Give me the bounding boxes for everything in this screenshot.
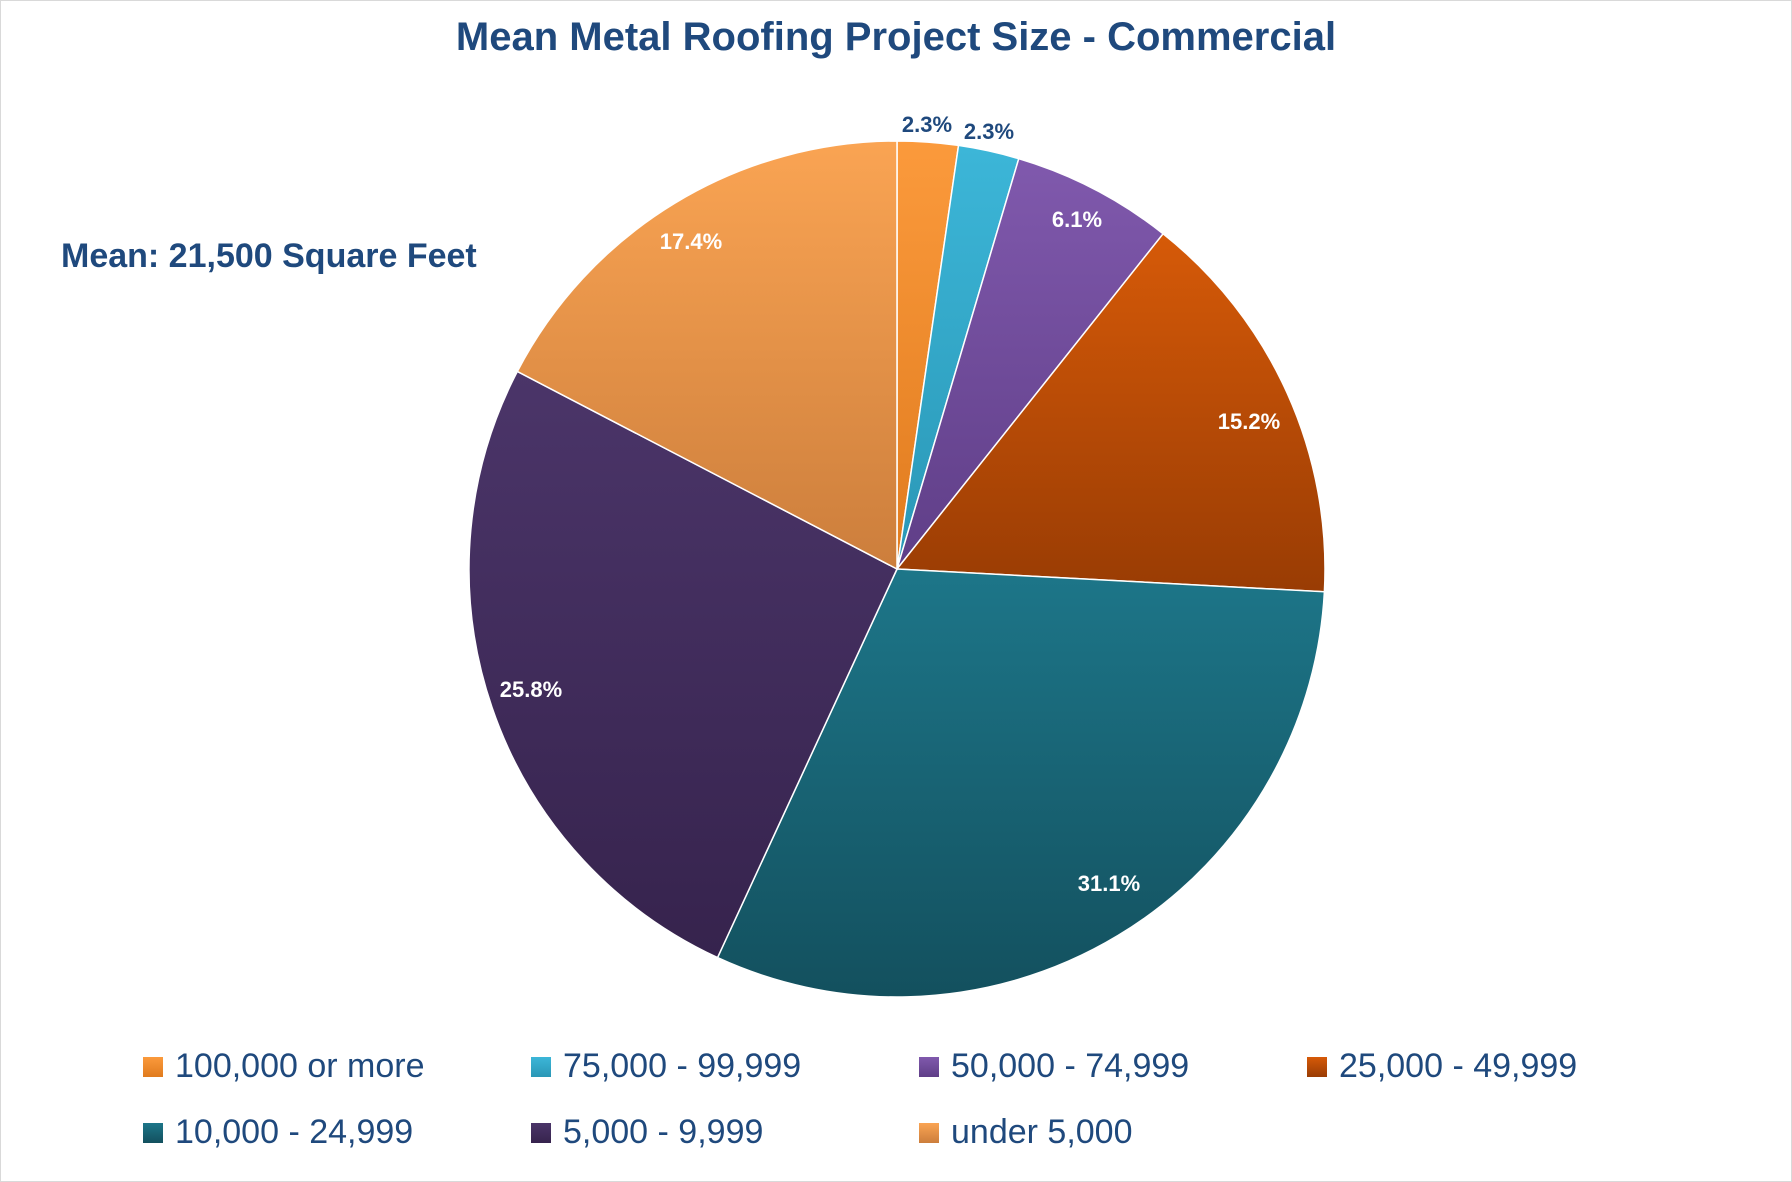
legend-item: 75,000 - 99,999	[531, 1047, 801, 1086]
legend-label: 50,000 - 74,999	[951, 1047, 1190, 1085]
pie-data-label: 2.3%	[964, 119, 1014, 144]
mean-annotation: Mean: 21,500 Square Feet	[61, 237, 477, 275]
pie-data-label: 25.8%	[500, 677, 562, 702]
legend-item: 10,000 - 24,999	[143, 1113, 413, 1152]
legend-swatch	[531, 1122, 551, 1143]
legend: 100,000 or more 75,000 - 99,999 50,000 - 7…	[143, 1047, 1703, 1177]
pie-data-label: 15.2%	[1218, 409, 1280, 434]
legend-swatch	[143, 1056, 163, 1077]
pie-slices	[468, 140, 1326, 998]
legend-swatch	[919, 1056, 939, 1077]
pie-data-label: 2.3%	[902, 112, 952, 137]
legend-label: 100,000 or more	[175, 1047, 425, 1085]
pie-slice-under-5-000	[516, 140, 898, 571]
legend-swatch	[1307, 1056, 1327, 1077]
pie-slice-5-000-9-999	[468, 370, 898, 959]
legend-label: 75,000 - 99,999	[563, 1047, 802, 1085]
legend-item: 100,000 or more	[143, 1047, 425, 1086]
legend-item: 50,000 - 74,999	[919, 1047, 1189, 1086]
pie-data-label: 6.1%	[1052, 207, 1102, 232]
legend-swatch	[919, 1122, 939, 1143]
pie-chart: 2.3% 2.3% 6.1% 15.2% 31.1% 25.8% 17.4%	[468, 112, 1326, 998]
pie-data-label: 17.4%	[660, 229, 722, 254]
legend-item: under 5,000	[919, 1113, 1133, 1152]
legend-swatch	[531, 1056, 551, 1077]
legend-label: 10,000 - 24,999	[175, 1113, 414, 1151]
pie-slice-10-000-24-999	[716, 568, 1326, 998]
pie-slice-50-000-74-999	[896, 157, 1165, 570]
pie-data-labels: 2.3% 2.3% 6.1% 15.2% 31.1% 25.8% 17.4%	[500, 112, 1280, 896]
legend-label: 25,000 - 49,999	[1339, 1047, 1578, 1085]
legend-swatch	[143, 1122, 163, 1143]
legend-item: 5,000 - 9,999	[531, 1113, 763, 1152]
chart-title: Mean Metal Roofing Project Size - Commer…	[455, 15, 1337, 59]
legend-item: 25,000 - 49,999	[1307, 1047, 1577, 1086]
pie-slice-25-000-49-999	[895, 232, 1326, 593]
pie-data-label: 31.1%	[1078, 871, 1140, 896]
legend-label: under 5,000	[951, 1113, 1133, 1151]
legend-label: 5,000 - 9,999	[563, 1113, 764, 1151]
